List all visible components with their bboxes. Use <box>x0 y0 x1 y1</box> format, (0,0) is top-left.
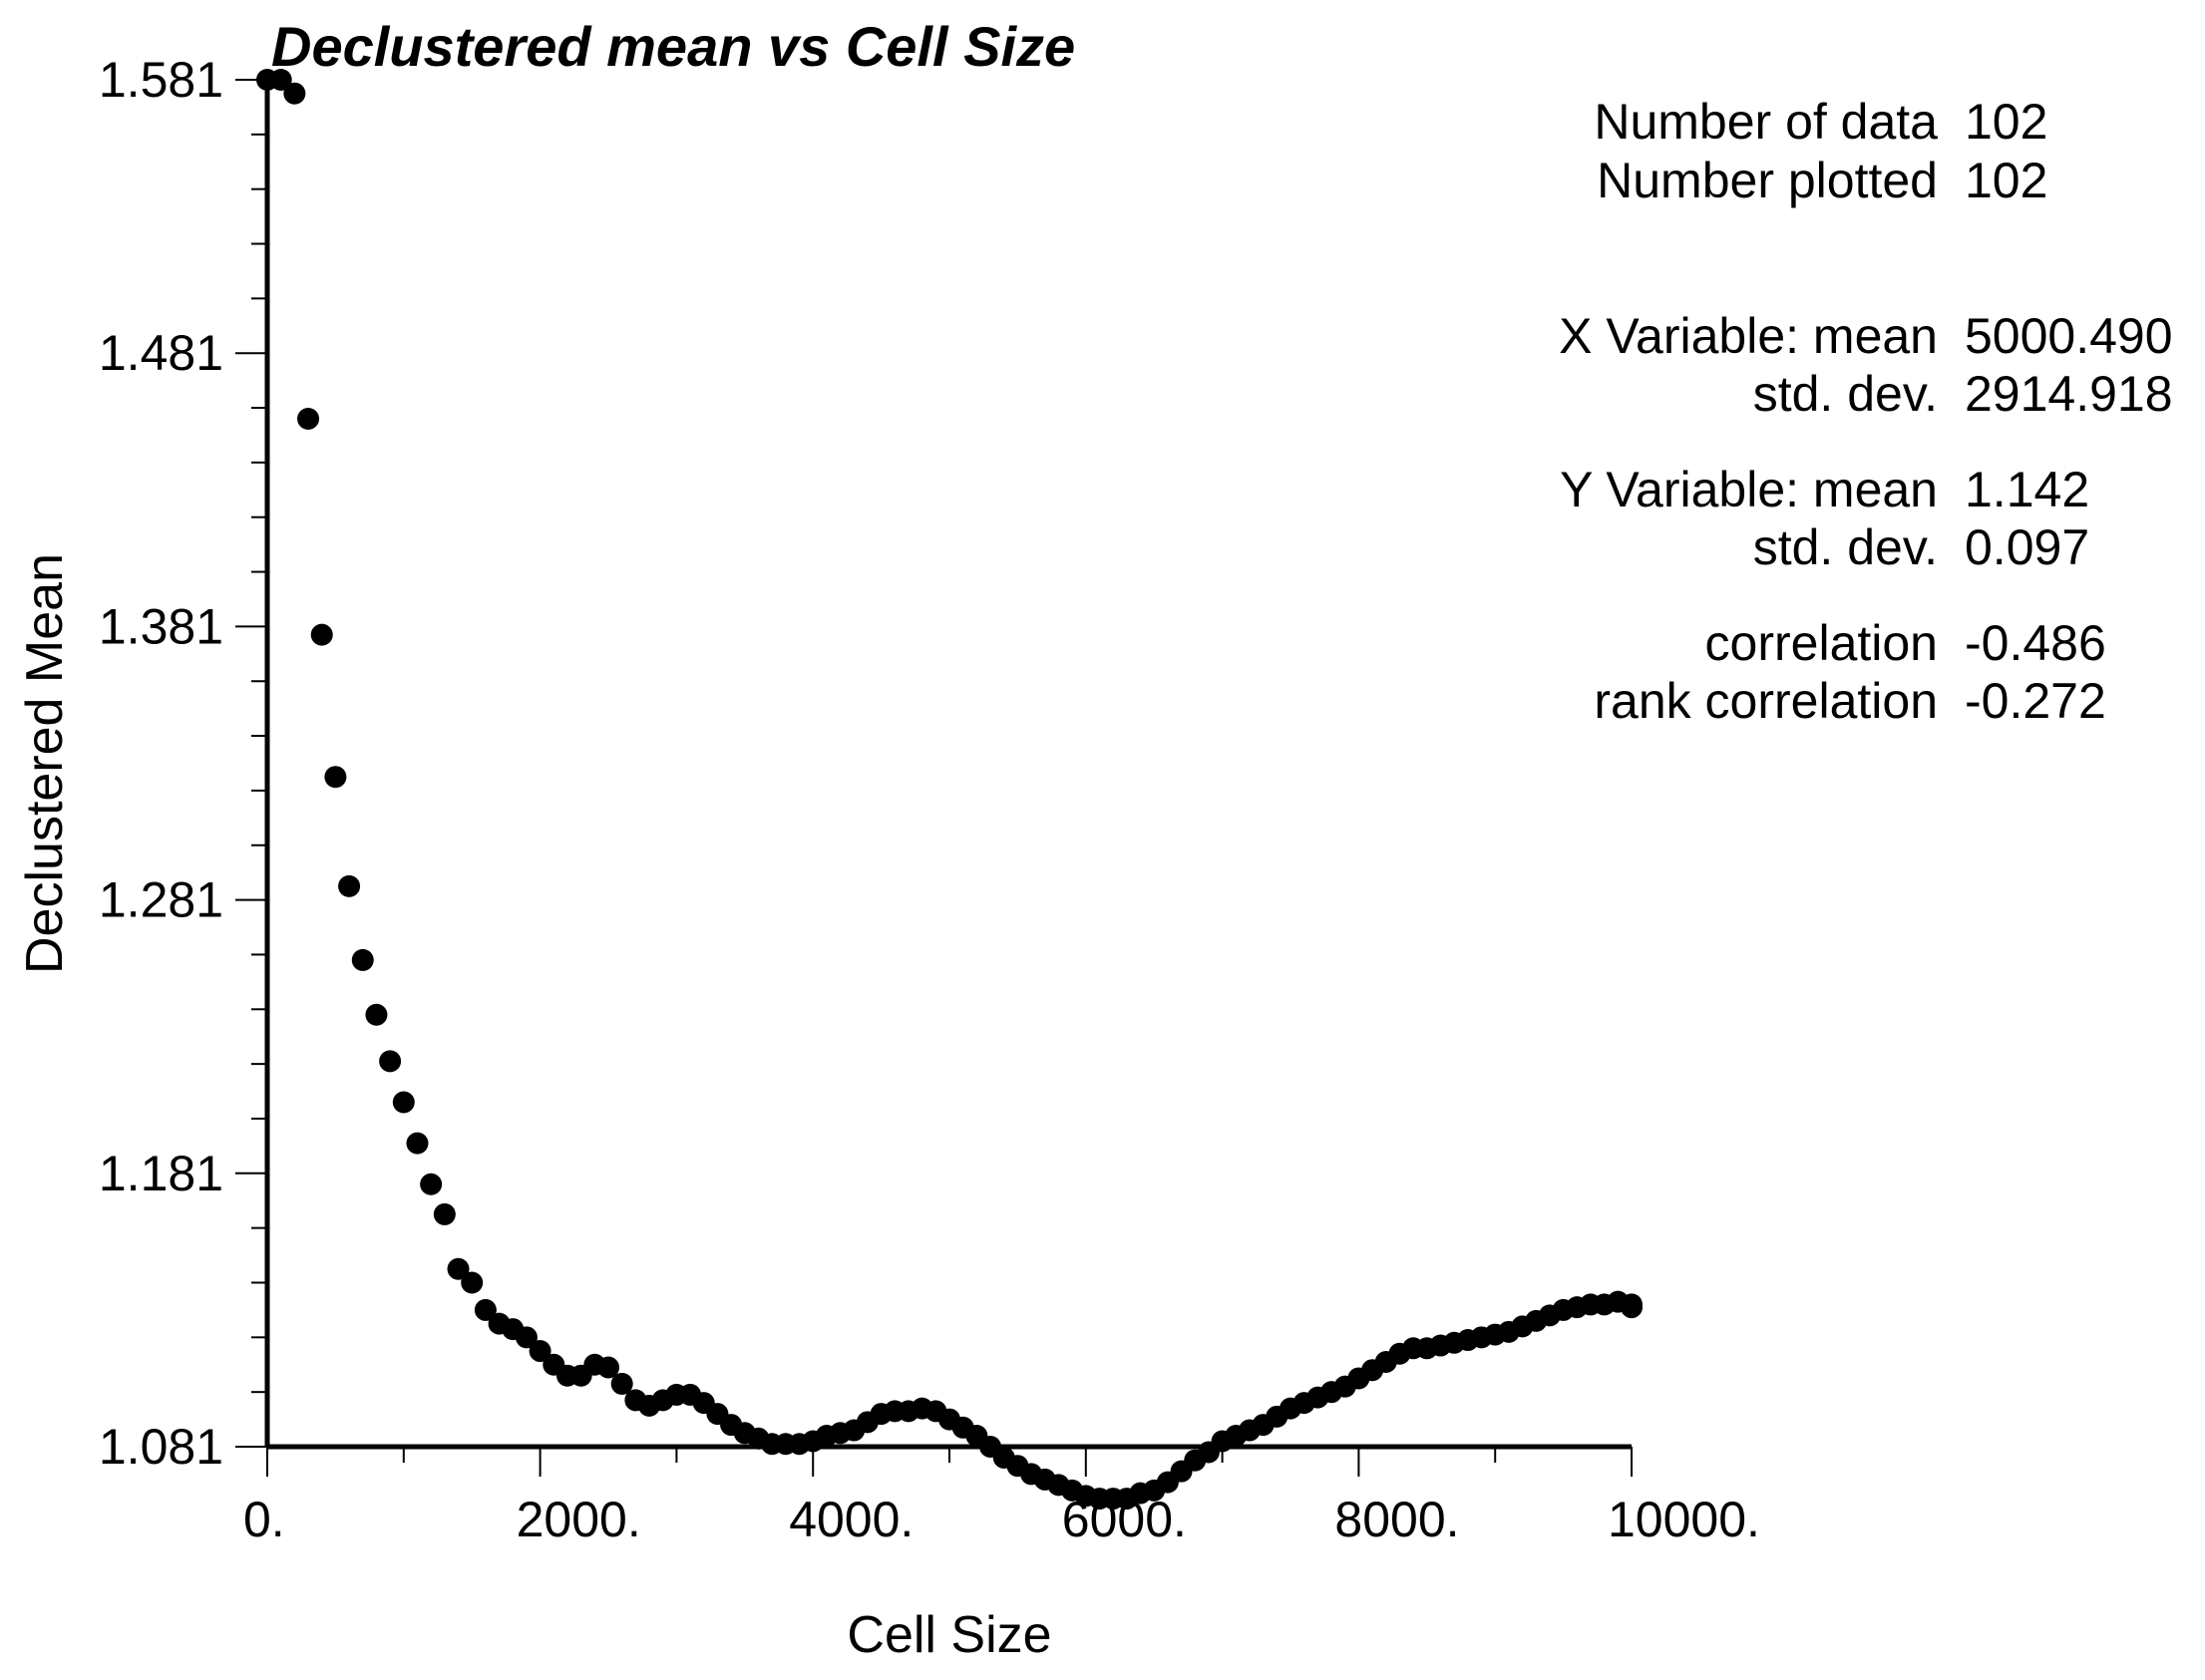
data-point <box>338 874 361 897</box>
stat-value: 0.097 <box>1965 519 2089 575</box>
y-tick-label: 1.581 <box>99 52 223 108</box>
data-point <box>474 1298 497 1321</box>
x-tick-label: 8000. <box>1334 1492 1459 1547</box>
data-point <box>433 1202 456 1225</box>
data-point <box>269 69 292 91</box>
x-tick-label: 2000. <box>517 1492 641 1547</box>
x-tick-label: 0. <box>243 1492 285 1547</box>
y-tick-label: 1.381 <box>99 598 223 654</box>
stat-label: X Variable: mean <box>1559 308 1938 364</box>
stat-value: 5000.490 <box>1965 308 2173 364</box>
data-point <box>461 1271 484 1294</box>
data-points <box>256 69 1643 1511</box>
x-axis: 0. 2000. 4000. 6000. 8000. 10000. <box>243 1444 1760 1547</box>
data-point <box>297 408 320 431</box>
statistics-panel: Number of data 102 Number plotted 102 X Vari… <box>1559 94 2172 729</box>
stat-label: Y Variable: mean <box>1560 462 1938 517</box>
data-point <box>529 1340 551 1363</box>
y-tick-label: 1.281 <box>99 872 223 928</box>
y-tick-label: 1.081 <box>99 1419 223 1475</box>
y-tick-label: 1.181 <box>99 1146 223 1201</box>
data-point <box>379 1050 402 1073</box>
data-point <box>406 1132 429 1155</box>
y-tick-label: 1.481 <box>99 325 223 381</box>
data-point <box>420 1173 443 1195</box>
stat-label: std. dev. <box>1753 519 1938 575</box>
data-point <box>610 1372 633 1395</box>
stat-label: std. dev. <box>1753 366 1938 422</box>
data-point <box>597 1356 619 1379</box>
data-point <box>324 766 347 789</box>
y-axis: 1.081 1.181 1.281 1.381 1.481 1.581 <box>99 52 270 1475</box>
stat-value: -0.486 <box>1965 615 2106 671</box>
data-point <box>392 1091 415 1114</box>
data-point <box>365 1003 388 1026</box>
stat-label: Number of data <box>1594 94 1938 150</box>
stat-value: -0.272 <box>1965 673 2106 729</box>
stat-value: 1.142 <box>1965 462 2089 517</box>
x-tick-label: 10000. <box>1608 1492 1760 1547</box>
stat-label: Number plotted <box>1597 153 1938 208</box>
data-point <box>447 1257 470 1280</box>
stat-label: correlation <box>1705 615 1938 671</box>
data-point <box>351 948 374 971</box>
stat-value: 102 <box>1965 94 2047 150</box>
x-axis-label: Cell Size <box>847 1606 1051 1664</box>
x-tick-label: 4000. <box>789 1492 914 1547</box>
y-axis-label: Declustered Mean <box>16 553 74 974</box>
data-point <box>1621 1296 1643 1319</box>
stat-label: rank correlation <box>1594 673 1938 729</box>
chart-title: Declustered mean vs Cell Size <box>271 15 1075 78</box>
data-point <box>310 623 333 646</box>
stat-value: 102 <box>1965 153 2047 208</box>
data-point <box>515 1326 538 1349</box>
stat-value: 2914.918 <box>1965 366 2173 422</box>
data-point <box>283 82 306 105</box>
